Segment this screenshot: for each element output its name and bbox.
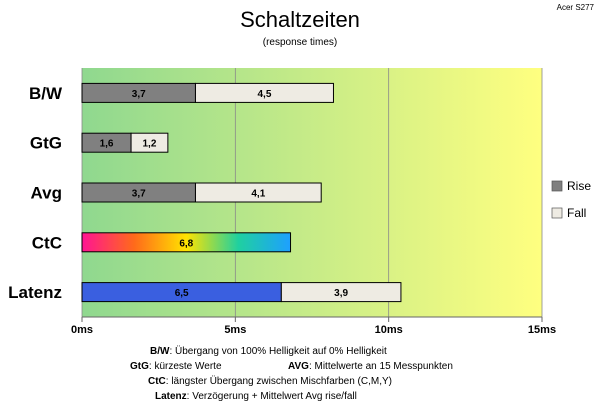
note-avg: AVG: Mittelwerte an 15 Messpunkten bbox=[288, 361, 453, 372]
bar-value-label: 1,6 bbox=[100, 139, 114, 150]
note-gtg: GtG: kürzeste Werte bbox=[130, 361, 222, 372]
note-ctc-text: : längster Übergang zwischen Mischfarben… bbox=[166, 375, 392, 387]
bar-fall bbox=[280, 282, 402, 303]
bar-value-label: 6,5 bbox=[175, 288, 189, 299]
category-label: Latenz bbox=[8, 283, 62, 302]
category-label: B/W bbox=[29, 84, 63, 103]
legend-swatch-rise bbox=[551, 180, 563, 192]
x-axis-ticks: 0ms 5ms 10ms 15ms bbox=[71, 316, 556, 336]
note-gtg-text: : kürzeste Werte bbox=[149, 361, 222, 372]
legend: Rise Fall bbox=[551, 179, 591, 220]
bar-value-label: 3,7 bbox=[132, 89, 146, 100]
bar-value-label: 4,5 bbox=[258, 89, 272, 100]
note-ctc-key: CtC bbox=[148, 376, 166, 387]
bar-value-label: 6,8 bbox=[179, 238, 193, 249]
x-tick-label: 5ms bbox=[224, 324, 246, 336]
notes: B/W: Übergang von 100% Helligkeit auf 0%… bbox=[130, 345, 453, 402]
legend-swatch-fall bbox=[551, 207, 563, 219]
note-avg-text: : Mittelwerte an 15 Messpunkten bbox=[309, 361, 453, 372]
bar-value-label: 3,9 bbox=[334, 288, 348, 299]
bar-fall bbox=[194, 82, 334, 103]
watermark-label: Acer S277 bbox=[557, 3, 595, 12]
chart-title: Schaltzeiten bbox=[240, 7, 360, 32]
chart-subtitle: (response times) bbox=[263, 37, 337, 48]
category-label: Avg bbox=[31, 184, 63, 203]
bar-rise bbox=[81, 232, 292, 253]
x-tick-label: 15ms bbox=[528, 324, 556, 336]
x-tick-label: 10ms bbox=[375, 324, 403, 336]
bar-value-label: 1,2 bbox=[143, 139, 157, 150]
note-bw-text: : Übergang von 100% Helligkeit auf 0% He… bbox=[169, 345, 387, 357]
note-bw: B/W: Übergang von 100% Helligkeit auf 0%… bbox=[150, 345, 387, 357]
note-latenz-key: Latenz bbox=[155, 391, 187, 402]
bars: 3,7 4,5 1,6 1,2 3,7 4,1 6,8 6,5 3,9 bbox=[81, 82, 402, 303]
category-label: GtG bbox=[30, 134, 62, 153]
bar-value-label: 3,7 bbox=[132, 189, 146, 200]
legend-label-fall: Fall bbox=[567, 206, 586, 220]
category-labels: B/W GtG Avg CtC Latenz bbox=[8, 84, 63, 302]
note-latenz: Latenz: Verzögerung + Mittelwert Avg ris… bbox=[155, 391, 357, 402]
note-bw-key: B/W bbox=[150, 346, 170, 357]
note-latenz-text: : Verzögerung + Mittelwert Avg rise/fall bbox=[187, 391, 357, 402]
category-label: CtC bbox=[32, 233, 62, 252]
x-tick-label: 0ms bbox=[71, 324, 93, 336]
bar-value-label: 4,1 bbox=[251, 189, 265, 200]
note-ctc: CtC: längster Übergang zwischen Mischfar… bbox=[148, 375, 392, 387]
bar-fall bbox=[194, 182, 322, 203]
note-avg-key: AVG bbox=[288, 361, 309, 372]
note-gtg-key: GtG bbox=[130, 361, 149, 372]
bar-fall bbox=[130, 132, 169, 153]
legend-label-rise: Rise bbox=[567, 179, 591, 193]
